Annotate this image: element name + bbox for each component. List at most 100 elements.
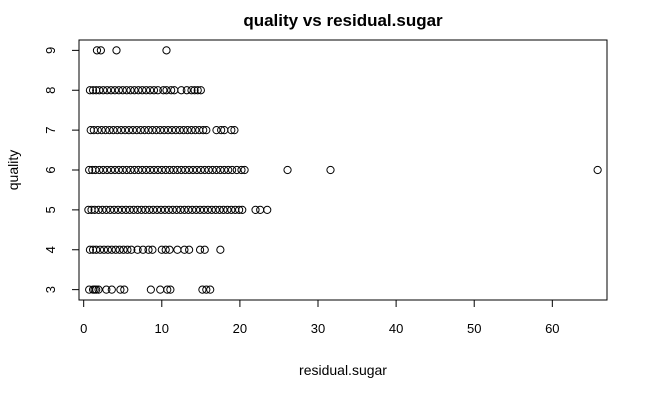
data-point [187, 86, 196, 95]
data-point [160, 126, 169, 135]
chart-title: quality vs residual.sugar [243, 11, 443, 30]
data-point [171, 126, 180, 135]
data-point [220, 165, 229, 175]
data-point [161, 165, 170, 175]
data-point [90, 205, 99, 214]
data-point [138, 86, 147, 95]
data-point [216, 245, 225, 254]
data-point [149, 205, 158, 214]
data-point [92, 46, 102, 55]
data-point [95, 86, 104, 95]
data-point [116, 285, 125, 294]
data-point [157, 165, 166, 175]
data-point [118, 165, 127, 175]
data-point [169, 165, 178, 175]
data-point [125, 205, 134, 214]
data-point [109, 126, 118, 135]
data-point [126, 165, 135, 175]
data-point [238, 205, 247, 214]
data-point [182, 86, 191, 95]
data-point [219, 205, 228, 214]
data-point [110, 165, 120, 175]
data-point [127, 245, 136, 254]
data-point [92, 245, 101, 254]
data-point [92, 285, 101, 294]
data-point [110, 86, 120, 95]
data-point [95, 245, 105, 254]
data-point [212, 165, 221, 175]
data-point [97, 126, 106, 135]
x-tick-label: 0 [80, 321, 87, 336]
data-point [111, 245, 120, 254]
x-tick-label: 50 [467, 321, 481, 336]
data-point [188, 205, 197, 214]
data-point [192, 205, 201, 214]
data-point [165, 245, 174, 254]
data-point [144, 245, 153, 254]
data-point [142, 86, 151, 95]
data-point [235, 205, 244, 214]
data-point [204, 165, 213, 175]
data-point [113, 126, 122, 135]
data-point [103, 86, 112, 95]
data-point [99, 165, 108, 175]
data-point [137, 205, 146, 214]
data-point [162, 86, 171, 95]
data-point [237, 165, 246, 175]
data-points [84, 46, 602, 294]
data-point [105, 126, 114, 135]
data-point [190, 86, 199, 95]
data-point [96, 46, 105, 55]
data-point [159, 86, 168, 95]
data-point [256, 205, 265, 214]
data-point [149, 86, 159, 95]
data-point [89, 126, 98, 135]
y-tick-label: 8 [43, 87, 58, 94]
data-point [145, 86, 155, 95]
data-point [177, 86, 186, 95]
data-point [217, 126, 226, 135]
x-axis: 0 10 20 30 40 50 60 [80, 299, 560, 336]
data-point [199, 126, 208, 135]
data-point [141, 205, 150, 214]
data-point [94, 285, 103, 294]
x-axis-label: residual.sugar [299, 362, 387, 378]
data-point [179, 126, 188, 135]
data-point [202, 126, 211, 135]
data-point [199, 205, 209, 214]
data-point [162, 46, 171, 55]
data-point [145, 165, 155, 175]
data-point [145, 205, 154, 214]
data-point [115, 245, 124, 254]
y-tick-label: 4 [43, 246, 58, 253]
data-point [166, 285, 175, 294]
x-tick-label: 60 [545, 321, 559, 336]
data-point [232, 165, 241, 175]
data-point [216, 165, 225, 175]
data-point [167, 126, 177, 135]
data-point [180, 205, 189, 214]
data-point [123, 245, 132, 254]
data-point [200, 165, 209, 175]
data-point [181, 165, 190, 175]
data-point [165, 165, 174, 175]
data-point [163, 126, 173, 135]
data-point [203, 205, 212, 214]
data-point [283, 165, 292, 175]
x-tick-label: 30 [311, 321, 325, 336]
data-point [88, 86, 98, 95]
data-point [136, 126, 145, 135]
data-point [130, 86, 139, 95]
data-point [160, 205, 170, 214]
data-point [113, 205, 123, 214]
x-tick-label: 20 [233, 321, 247, 336]
data-point [85, 165, 94, 175]
data-point [98, 205, 107, 214]
data-point [120, 285, 129, 294]
data-point [102, 205, 111, 214]
data-point [132, 126, 141, 135]
data-point [227, 205, 236, 214]
data-point [110, 205, 119, 214]
data-point [161, 245, 170, 254]
